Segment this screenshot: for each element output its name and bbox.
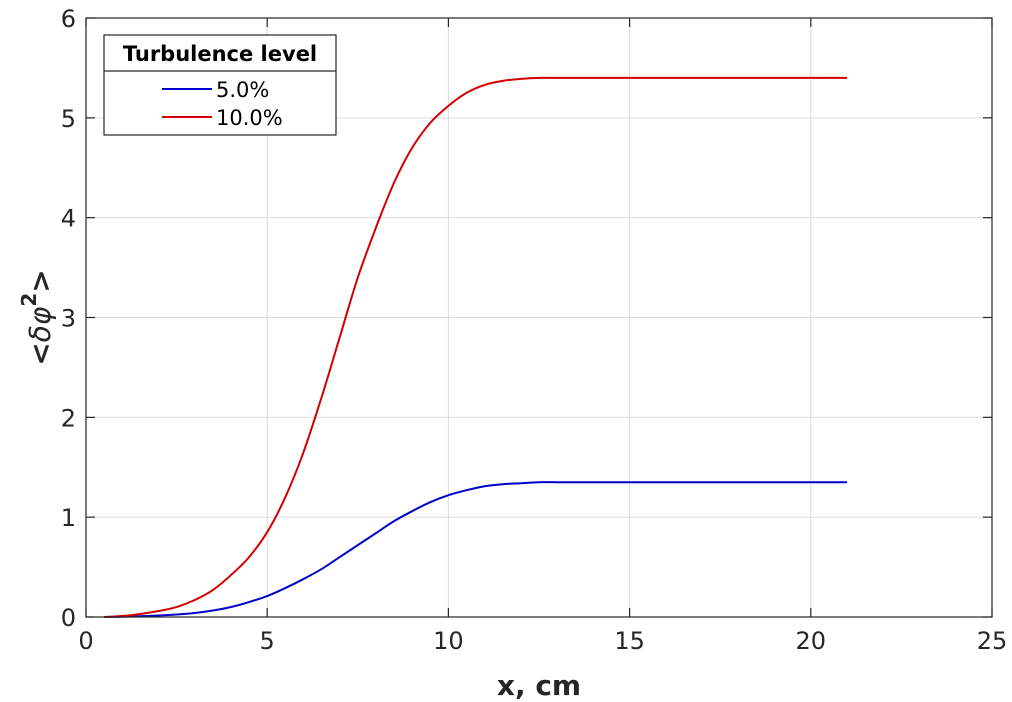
legend-label-2: 10.0%: [216, 106, 283, 130]
y-axis-title: <δφ2>: [17, 269, 58, 365]
axis-ticks: [85, 17, 993, 618]
x-tick-label: 15: [614, 627, 645, 655]
y-axis-title-superscript: 2: [17, 293, 41, 307]
legend-title: Turbulence level: [123, 42, 317, 66]
y-tick-label: 4: [61, 205, 76, 233]
x-axis-tick-labels: 0 5 10 15 20 25: [78, 627, 1007, 655]
series-layer: [104, 76, 848, 618]
y-tick-label: 3: [61, 305, 76, 333]
x-axis-title: x, cm: [497, 669, 581, 702]
legend-entries: 5.0% 10.0%: [162, 78, 283, 130]
y-axis-title-prefix: <: [24, 342, 57, 365]
y-tick-label: 0: [61, 604, 76, 632]
x-tick-label: 10: [433, 627, 464, 655]
y-axis-tick-labels: 0 1 2 3 4 5 6: [61, 5, 76, 632]
legend-label-1: 5.0%: [216, 78, 269, 102]
legend-box: [103, 34, 337, 136]
legend: Turbulence level 5.0% 10.0%: [103, 34, 337, 136]
series-line-2: [104, 76, 848, 618]
x-tick-label: 20: [796, 627, 827, 655]
y-tick-label: 1: [61, 504, 76, 532]
y-tick-label: 5: [61, 105, 76, 133]
plot-area: [85, 17, 993, 618]
x-tick-label: 25: [977, 627, 1008, 655]
y-axis-title-suffix: >: [24, 269, 57, 292]
y-axis-title-symbol: δφ: [24, 306, 57, 342]
series-line-1: [104, 481, 848, 618]
x-tick-label: 0: [78, 627, 93, 655]
y-tick-label: 2: [61, 404, 76, 432]
grid-lines: [85, 17, 993, 618]
y-tick-label: 6: [61, 5, 76, 33]
x-tick-label: 5: [260, 627, 275, 655]
